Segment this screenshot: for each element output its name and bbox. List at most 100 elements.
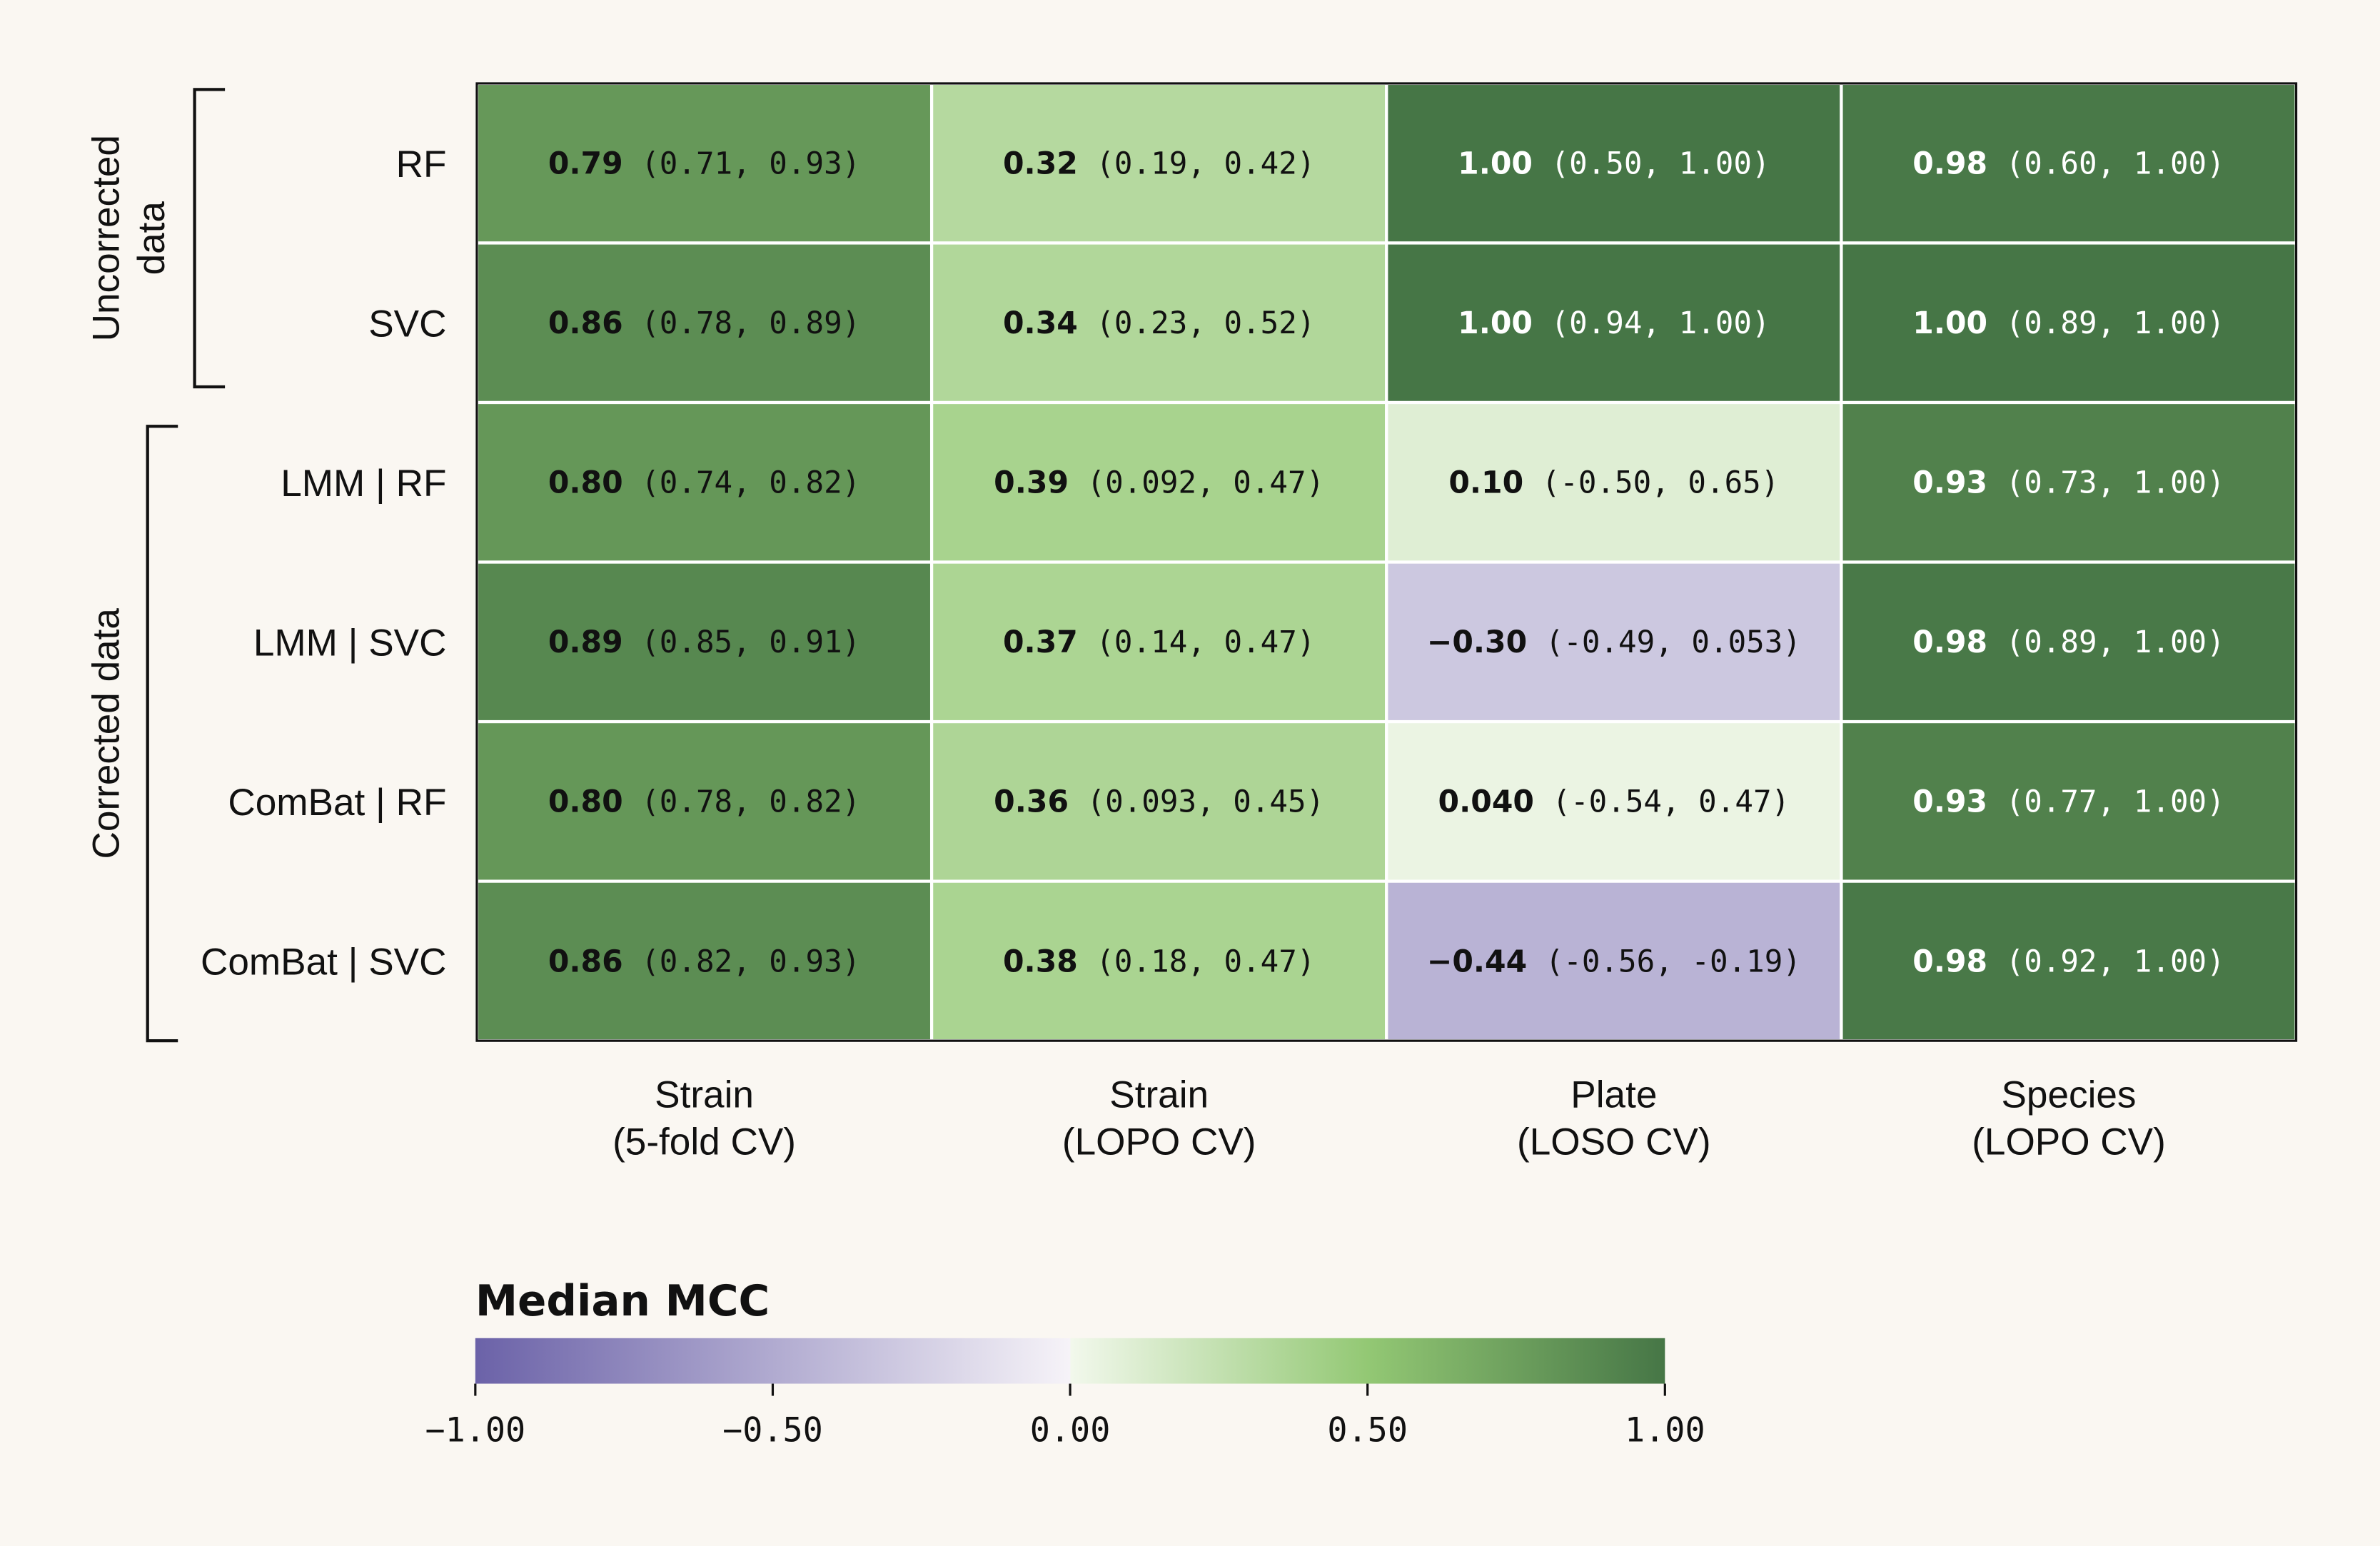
cell-label: 0.040 (-0.54, 0.47) xyxy=(1438,785,1790,820)
cell-label: 0.86 (0.82, 0.93) xyxy=(548,944,860,979)
cell-label: −0.44 (-0.56, -0.19) xyxy=(1427,944,1801,979)
cell-label: 0.80 (0.78, 0.82) xyxy=(548,785,860,820)
cell-median: 0.36 xyxy=(994,785,1069,820)
cell-interval: (0.78, 0.89) xyxy=(641,306,860,341)
cell-median: 0.98 xyxy=(1912,625,1987,660)
column-label: (LOPO CV) xyxy=(1972,1121,2166,1163)
cell-interval: (0.89, 1.00) xyxy=(2006,306,2225,341)
column-label: (LOSO CV) xyxy=(1517,1121,1711,1163)
colorbar-tick-label: −1.00 xyxy=(425,1411,525,1450)
cell-median: 0.040 xyxy=(1438,785,1534,820)
cell-label: 0.89 (0.85, 0.91) xyxy=(548,625,860,660)
colorbar-tick-label: −0.50 xyxy=(722,1411,823,1450)
cell-median: 0.80 xyxy=(548,785,623,820)
cell-median: −0.44 xyxy=(1427,944,1527,979)
colorbar-ticks: −1.00 −0.50 0.00 0.50 1.00 xyxy=(425,1383,1705,1450)
cell-median: 0.93 xyxy=(1912,785,1987,820)
cell-interval: (0.92, 1.00) xyxy=(2006,944,2225,979)
row-label: SVC xyxy=(368,303,446,345)
heatmap-cell xyxy=(1840,560,2298,724)
cell-median: 0.37 xyxy=(1003,625,1078,660)
cell-median: 0.79 xyxy=(548,147,623,182)
cell-interval: (-0.50, 0.65) xyxy=(1542,466,1780,501)
heatmap-cell xyxy=(1385,879,1843,1043)
heatmap-cell xyxy=(1840,81,2298,245)
cell-median: 0.86 xyxy=(548,306,623,341)
heatmap-cell xyxy=(1385,719,1843,883)
cell-interval: (0.77, 1.00) xyxy=(2006,785,2225,820)
column-label: (5-fold CV) xyxy=(612,1121,796,1163)
cell-median: 0.10 xyxy=(1448,466,1523,501)
colorbar-tick-label: 1.00 xyxy=(1625,1411,1705,1450)
cell-median: 0.98 xyxy=(1912,147,1987,182)
cell-label: 0.32 (0.19, 0.42) xyxy=(1003,147,1315,182)
heatmap-frame xyxy=(475,82,2298,1042)
cell-median: 0.89 xyxy=(548,625,623,660)
cell-label: 0.37 (0.14, 0.47) xyxy=(1003,625,1315,660)
cell-interval: (0.89, 1.00) xyxy=(2006,625,2225,660)
cell-interval: (0.14, 0.47) xyxy=(1096,625,1315,660)
cell-label: 0.86 (0.78, 0.89) xyxy=(548,306,860,341)
cell-label: 0.80 (0.74, 0.82) xyxy=(548,466,860,501)
cell-interval: (0.093, 0.45) xyxy=(1087,785,1325,820)
cell-label: 0.36 (0.093, 0.45) xyxy=(994,785,1324,820)
cell-interval: (0.74, 0.82) xyxy=(641,466,860,501)
cell-label: −0.30 (-0.49, 0.053) xyxy=(1427,625,1801,660)
column-label: Plate xyxy=(1570,1074,1657,1116)
cell-median: 0.32 xyxy=(1003,147,1078,182)
cell-interval: (0.50, 1.00) xyxy=(1551,147,1770,182)
heatmap-cell xyxy=(929,241,1388,405)
column-label: Strain xyxy=(1109,1074,1209,1116)
heatmap-cell xyxy=(929,879,1388,1043)
row-labels: RF SVC LMM | RF LMM | SVC ComBat | RF ComBat … xyxy=(201,143,446,984)
cell-label: 0.10 (-0.50, 0.65) xyxy=(1448,466,1779,501)
cell-label: 1.00 (0.94, 1.00) xyxy=(1458,306,1770,341)
cell-label: 0.39 (0.092, 0.47) xyxy=(994,466,1324,501)
cell-interval: (-0.54, 0.47) xyxy=(1552,785,1790,820)
row-label: ComBat | RF xyxy=(228,782,446,824)
column-label: (LOPO CV) xyxy=(1062,1121,1256,1163)
cell-interval: (0.82, 0.93) xyxy=(641,944,860,979)
row-label: LMM | SVC xyxy=(253,622,447,664)
cell-label: 0.93 (0.77, 1.00) xyxy=(1912,785,2224,820)
cell-label: 1.00 (0.50, 1.00) xyxy=(1458,147,1770,182)
row-label: LMM | RF xyxy=(281,463,446,505)
colorbar-tick-label: 0.50 xyxy=(1327,1411,1408,1450)
heatmap-cells: 0.79 (0.71, 0.93) 0.32 (0.19, 0.42) 1.00 (0.5… xyxy=(475,81,2298,1043)
heatmap-cell xyxy=(1840,719,2298,883)
row-label: RF xyxy=(396,143,447,186)
cell-median: 1.00 xyxy=(1458,306,1533,341)
column-label: Species xyxy=(2001,1074,2136,1116)
heatmap-cell xyxy=(475,879,934,1043)
cell-interval: (0.94, 1.00) xyxy=(1551,306,1770,341)
heatmap-cell xyxy=(1840,400,2298,564)
cell-label: 0.98 (0.60, 1.00) xyxy=(1912,147,2224,182)
cell-interval: (0.71, 0.93) xyxy=(641,147,860,182)
cell-label: 0.34 (0.23, 0.52) xyxy=(1003,306,1315,341)
cell-median: 0.34 xyxy=(1003,306,1078,341)
heatmap-cell xyxy=(929,560,1388,724)
cell-median: −0.30 xyxy=(1427,625,1527,660)
group-bracket xyxy=(193,88,226,389)
heatmap-cell xyxy=(475,560,934,724)
column-label: Strain xyxy=(655,1074,754,1116)
cell-interval: (0.19, 0.42) xyxy=(1096,147,1315,182)
cell-interval: (0.73, 1.00) xyxy=(2006,466,2225,501)
heatmap-cell xyxy=(929,719,1388,883)
cell-interval: (0.092, 0.47) xyxy=(1087,466,1325,501)
cell-median: 0.39 xyxy=(994,466,1069,501)
heatmap-cell xyxy=(475,81,934,245)
cell-interval: (0.60, 1.00) xyxy=(2006,147,2225,182)
cell-interval: (0.85, 0.91) xyxy=(641,625,860,660)
colorbar xyxy=(475,1338,1665,1384)
cell-interval: (0.78, 0.82) xyxy=(641,785,860,820)
cell-median: 0.38 xyxy=(1003,944,1078,979)
cell-median: 0.93 xyxy=(1912,466,1987,501)
colorbar-tick-label: 0.00 xyxy=(1030,1411,1111,1450)
group-bracket xyxy=(146,425,178,1043)
cell-median: 0.80 xyxy=(548,466,623,501)
heatmap-cell xyxy=(929,400,1388,564)
cell-median: 1.00 xyxy=(1912,306,1987,341)
cell-label: 0.98 (0.92, 1.00) xyxy=(1912,944,2224,979)
